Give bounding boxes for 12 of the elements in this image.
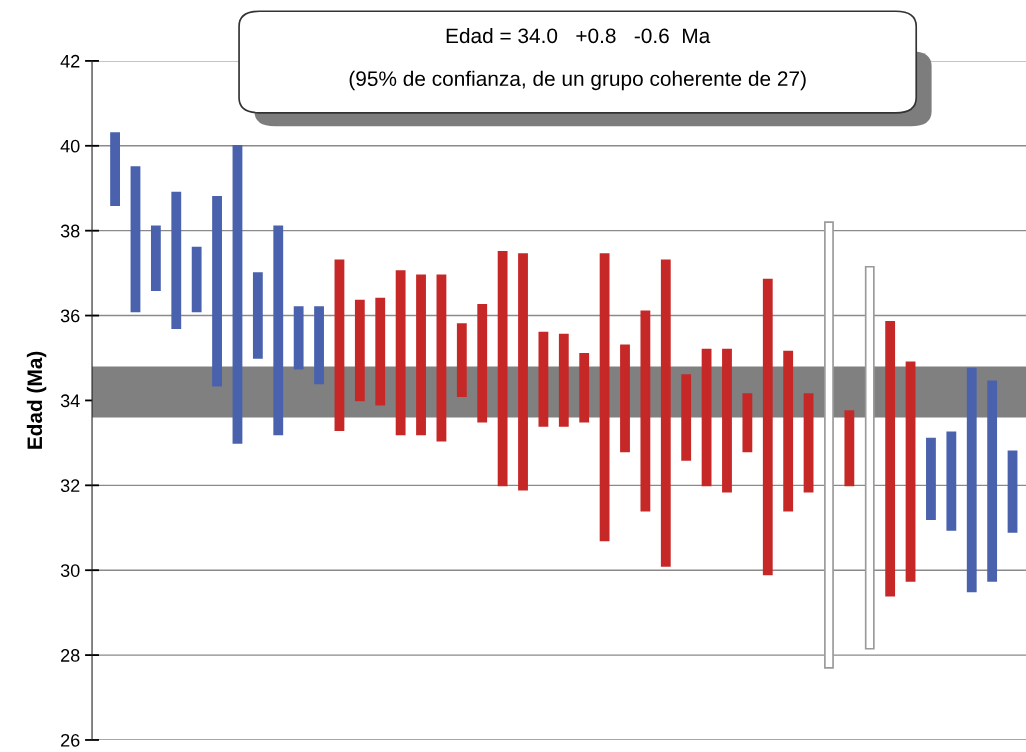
y-tick-label: 30 <box>60 564 80 577</box>
y-tick-label: 42 <box>60 54 80 68</box>
y-axis-title: Edad (Ma) <box>26 351 47 449</box>
y-tick-label: 28 <box>61 649 80 662</box>
y-tick-label: 40 <box>60 139 80 153</box>
y-tick-label: 38 <box>60 224 80 238</box>
y-tick-label: 36 <box>60 309 80 323</box>
chart-subtitle: (95% de confianza, de un grupo coherente de 27) <box>349 70 806 91</box>
chart-title: Edad = 34.0 +0.8 -0.6 Ma <box>446 27 711 44</box>
y-tick-label: 26 <box>61 733 80 747</box>
y-tick-label: 32 <box>60 479 80 493</box>
y-tick-label: 34 <box>60 394 80 408</box>
